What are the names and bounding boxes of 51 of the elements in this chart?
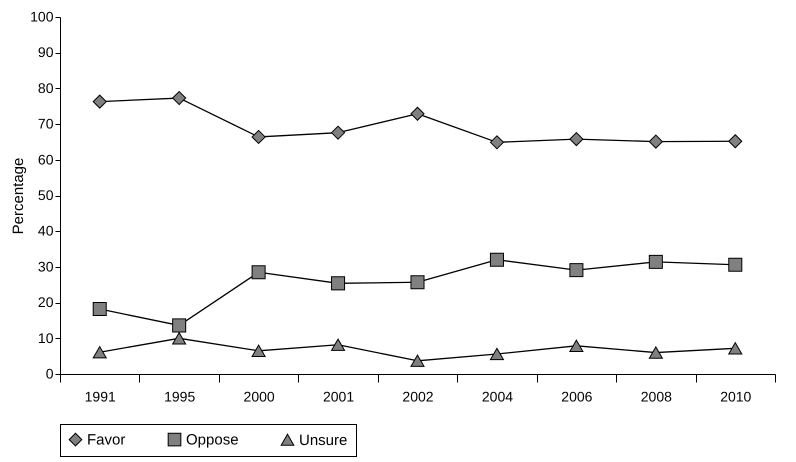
point — [569, 132, 584, 146]
y-tick-label: 70 — [38, 116, 54, 132]
point — [648, 346, 663, 359]
y-tick-label: 10 — [38, 330, 54, 346]
point — [252, 265, 266, 280]
y-tick-label: 90 — [38, 44, 54, 60]
point — [410, 275, 425, 290]
point — [648, 134, 663, 149]
point — [648, 254, 663, 269]
y-tick-label: 0 — [46, 366, 54, 382]
point — [490, 252, 504, 267]
legend-label: Oppose — [186, 432, 239, 449]
x-tick-label: 1995 — [164, 388, 196, 404]
point — [410, 106, 425, 121]
point — [252, 130, 266, 144]
point — [569, 340, 584, 352]
x-tick-label: 2004 — [482, 388, 514, 404]
point — [410, 354, 425, 367]
point — [172, 332, 186, 344]
point — [92, 302, 107, 316]
legend-label: Unsure — [299, 432, 348, 449]
point — [728, 258, 742, 272]
y-tick-label: 60 — [38, 151, 54, 168]
point — [92, 94, 107, 109]
y-tick-label: 30 — [38, 258, 54, 274]
point — [569, 263, 584, 278]
y-tick-label: 40 — [38, 222, 54, 239]
point — [490, 135, 504, 150]
x-tick-label: 2006 — [561, 388, 593, 404]
x-tick-label: 1991 — [84, 388, 116, 404]
y-tick-label: 80 — [38, 80, 54, 96]
point — [172, 318, 186, 332]
y-tick-label: 50 — [38, 187, 54, 203]
point — [728, 134, 742, 148]
point — [331, 276, 346, 290]
point — [172, 91, 186, 106]
x-tick-label: 2002 — [402, 388, 434, 404]
point — [490, 348, 504, 360]
legend-label: Favor — [87, 432, 126, 449]
point — [252, 344, 266, 357]
y-axis-title: Percentage — [10, 158, 28, 234]
point — [728, 342, 742, 354]
y-tick-label: 20 — [38, 294, 54, 310]
y-tick-label: 100 — [30, 8, 54, 24]
x-tick-label: 2001 — [322, 388, 354, 404]
x-tick-label: 2010 — [720, 388, 752, 404]
x-tick-label: 2008 — [640, 388, 672, 404]
point — [92, 346, 107, 358]
x-tick-label: 2000 — [244, 388, 275, 404]
point — [331, 126, 346, 140]
point — [331, 338, 346, 351]
